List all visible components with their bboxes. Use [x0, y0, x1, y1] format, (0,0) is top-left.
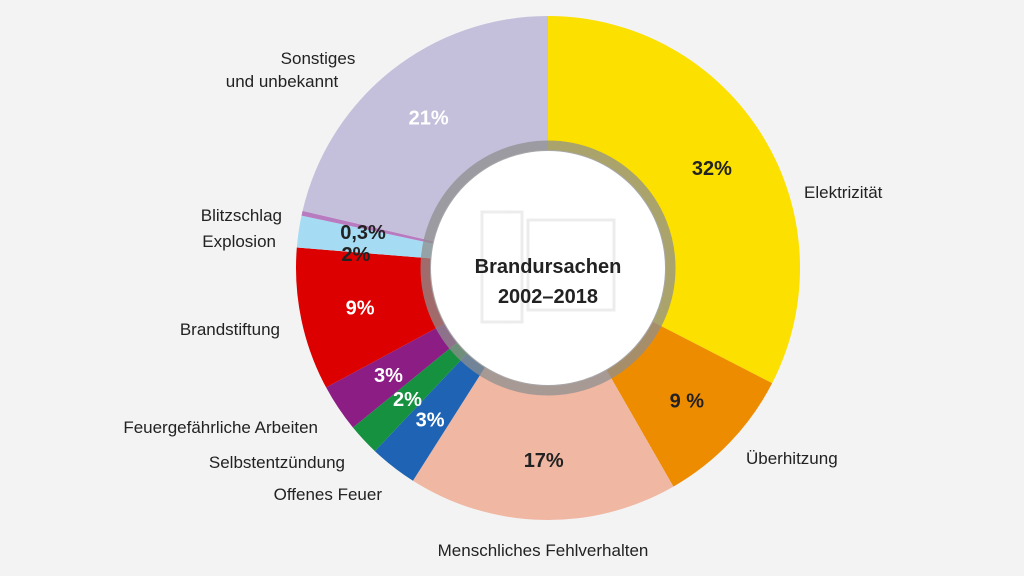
- center-subtitle: 2002–2018: [498, 286, 598, 308]
- pct-feuergefaehrliche-arbeiten: 3%: [374, 365, 403, 387]
- slice-elektrizitaet: [548, 16, 801, 384]
- label-brandstiftung: Brandstiftung: [180, 320, 280, 339]
- label-elektrizitaet: Elektrizität: [804, 183, 883, 202]
- pct-explosion: 2%: [342, 244, 371, 266]
- label-explosion: Explosion: [202, 232, 276, 251]
- label-feuergefaehrliche-arbeiten: Feuergefährliche Arbeiten: [123, 418, 318, 437]
- slice-offenes-feuer: [374, 353, 485, 481]
- pct-blitzschlag: 0,3%: [340, 222, 386, 244]
- slice-explosion: [296, 215, 433, 259]
- pct-elektrizitaet: 32%: [692, 158, 732, 180]
- pct-selbstentzuendung: 2%: [393, 389, 422, 411]
- center-disc: [431, 151, 665, 385]
- pct-offenes-feuer: 3%: [416, 409, 445, 431]
- slice-ueberhitzung: [606, 321, 773, 487]
- center-title: Brandursachen: [475, 256, 622, 278]
- pct-brandstiftung: 9%: [346, 297, 375, 319]
- slice-selbstentzuendung: [352, 342, 467, 452]
- slice-brandstiftung: [295, 247, 445, 388]
- watermark-logo: [480, 210, 616, 324]
- label-menschliches-fehlverhalten: Menschliches Fehlverhalten: [438, 541, 649, 560]
- slice-feuergefaehrliche-arbeiten: [326, 323, 457, 428]
- label-blitzschlag: Blitzschlag: [201, 206, 282, 225]
- percentage-labels: 32%9 %17%3%2%3%9%2%0,3%21%: [340, 108, 732, 472]
- label-offenes-feuer: Offenes Feuer: [274, 485, 383, 504]
- inner-ring: [420, 140, 676, 396]
- label-sonstiges: Sonstiges und unbekannt: [226, 49, 356, 91]
- label-selbstentzuendung: Selbstentzündung: [209, 453, 345, 472]
- pct-ueberhitzung: 9 %: [670, 391, 705, 413]
- slice-blitzschlag: [301, 210, 434, 244]
- label-ueberhitzung: Überhitzung: [746, 449, 838, 468]
- donut-slices: [295, 16, 801, 520]
- pct-menschliches-fehlverhalten: 17%: [524, 450, 564, 472]
- slice-menschliches-fehlverhalten: [412, 367, 674, 520]
- pct-sonstiges-und-unbekannt: 21%: [409, 108, 449, 130]
- slice-sonstiges-und-unbekannt: [302, 16, 548, 242]
